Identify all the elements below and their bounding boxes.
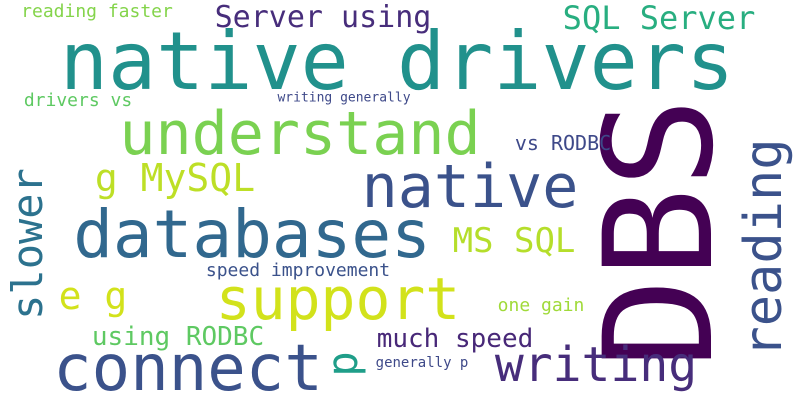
word-generally-p: generally p [375, 355, 469, 371]
word-g-mysql: g MySQL [94, 156, 256, 200]
word-writing: writing [494, 337, 698, 393]
word-connect: connect [53, 332, 323, 400]
word-vs-rodbc: vs RODBC [514, 131, 612, 155]
word-sql-server: SQL Server [562, 0, 756, 37]
word-speed-improvement: speed improvement [205, 260, 391, 281]
word-reading: reading [734, 138, 794, 358]
word-p: p [318, 351, 367, 377]
word-much-speed: much speed [376, 324, 534, 354]
word-understand: understand [119, 99, 481, 169]
word-one-gain: one gain [497, 295, 585, 316]
word-server-using: Server using [214, 0, 432, 35]
word-native-drivers: native drivers [59, 15, 735, 108]
word-slower: slower [3, 168, 52, 320]
word-support: support [215, 265, 461, 333]
word-e-g: e g [58, 274, 128, 318]
word-ms-sql: MS SQL [452, 221, 576, 261]
word-native: native [361, 152, 579, 222]
word-reading-faster: reading faster [21, 1, 173, 22]
word-databases: databases [73, 196, 431, 273]
word-using-rodbc: using RODBC [91, 322, 265, 352]
word-drivers-vs: drivers vs [23, 90, 133, 111]
word-writing-generally: writing generally [277, 90, 411, 106]
